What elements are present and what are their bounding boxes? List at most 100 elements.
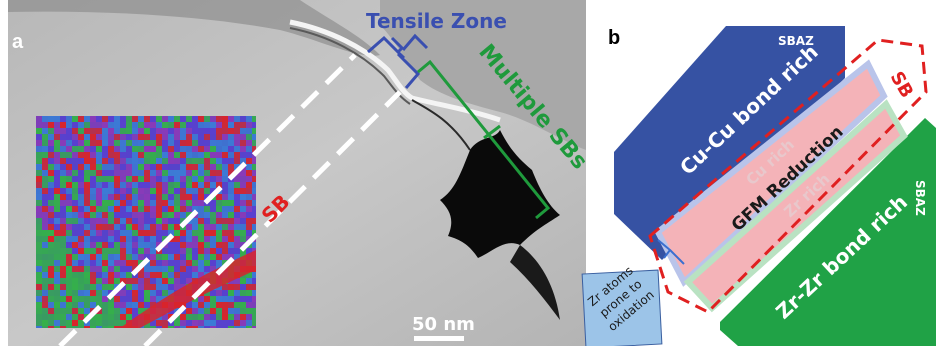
atom-map-pixel (228, 212, 234, 218)
atom-map-pixel (198, 194, 204, 200)
atom-map-pixel (90, 248, 96, 254)
atom-map-pixel (138, 218, 144, 224)
atom-map-pixel (138, 254, 144, 260)
atom-map-pixel (66, 314, 72, 320)
atom-map-pixel (168, 218, 174, 224)
atom-map-pixel (48, 146, 54, 152)
atom-map-pixel (204, 206, 210, 212)
atom-map-pixel (54, 284, 60, 290)
atom-map-pixel (210, 212, 216, 218)
atom-map-pixel (174, 266, 180, 272)
atom-map-pixel (90, 278, 96, 284)
atom-map-pixel (252, 224, 256, 230)
atom-map-pixel (186, 164, 192, 170)
atom-map-pixel (48, 218, 54, 224)
atom-map-pixel (42, 308, 48, 314)
atom-map-pixel (96, 326, 102, 328)
atom-map-pixel (108, 170, 114, 176)
atom-map-pixel (108, 212, 114, 218)
atom-map-pixel (60, 290, 66, 296)
atom-map-pixel (216, 134, 222, 140)
atom-map-pixel (78, 212, 84, 218)
specimen-edge (289, 19, 501, 123)
atom-map-pixel (108, 266, 114, 272)
atom-map-pixel (132, 278, 138, 284)
atom-map-pixel (228, 206, 234, 212)
atom-map-pixel (162, 326, 168, 328)
atom-map-pixel (78, 314, 84, 320)
atom-map-pixel (162, 170, 168, 176)
atom-map-pixel (96, 206, 102, 212)
atom-map-pixel (198, 200, 204, 206)
atom-map-pixel (78, 302, 84, 308)
atom-map-pixel (222, 254, 228, 260)
zr-zone (720, 118, 936, 346)
atom-map-pixel (138, 188, 144, 194)
atom-map-pixel (168, 140, 174, 146)
atom-map-pixel (186, 266, 192, 272)
atom-map-pixel (192, 314, 198, 320)
atom-map-pixel (72, 140, 78, 146)
atom-map-pixel (72, 212, 78, 218)
atom-map-pixel (102, 176, 108, 182)
atom-map-pixel (252, 194, 256, 200)
atom-map-pixel (48, 128, 54, 134)
atom-map-pixel (78, 296, 84, 302)
atom-map-pixel (132, 194, 138, 200)
atom-map-pixel (186, 248, 192, 254)
atom-map-pixel (252, 176, 256, 182)
atom-map-pixel (252, 134, 256, 140)
atom-map-pixel (216, 302, 222, 308)
atom-map-pixel (36, 206, 42, 212)
atom-map-pixel (120, 158, 126, 164)
atom-map-pixel (192, 164, 198, 170)
atom-map-pixel (228, 218, 234, 224)
atom-map-pixel (210, 320, 216, 326)
atom-map-pixel (228, 158, 234, 164)
atom-map-pixel (90, 188, 96, 194)
atom-map-pixel (240, 284, 246, 290)
atom-map-pixel (222, 164, 228, 170)
atom-map-pixel (48, 314, 54, 320)
atom-map-pixel (192, 134, 198, 140)
tem-top-right (380, 0, 586, 150)
atom-map-pixel (96, 290, 102, 296)
atom-map-pixel (60, 152, 66, 158)
atom-map-pixel (168, 326, 174, 328)
atom-map-pixel (126, 116, 132, 122)
atom-map-pixel (72, 242, 78, 248)
atom-map-pixel (60, 134, 66, 140)
atom-map-pixel (174, 206, 180, 212)
atom-map-pixel (198, 230, 204, 236)
atom-map-pixel (54, 182, 60, 188)
atom-map-pixel (156, 260, 162, 266)
atom-map-pixel (102, 128, 108, 134)
atom-map-pixel (180, 128, 186, 134)
atom-map-pixel (210, 326, 216, 328)
atom-map-pixel (114, 230, 120, 236)
atom-map-pixel (246, 314, 252, 320)
atom-map-pixel (198, 254, 204, 260)
atom-map-pixel (240, 116, 246, 122)
atom-map-pixel (96, 218, 102, 224)
atom-map-pixel (120, 122, 126, 128)
atom-map-pixel (162, 122, 168, 128)
atom-map-pixel (132, 140, 138, 146)
atom-map-pixel (66, 284, 72, 290)
atom-map-pixel (48, 170, 54, 176)
atom-map-pixel (150, 290, 156, 296)
atom-map-pixel (60, 188, 66, 194)
atom-map-pixel (84, 260, 90, 266)
atom-map-pixel (234, 236, 240, 242)
atom-map-pixel (48, 224, 54, 230)
atom-map-pixel (234, 248, 240, 254)
atom-map-pixel (192, 176, 198, 182)
atom-map-pixel (246, 230, 252, 236)
atom-map-pixel (144, 206, 150, 212)
atom-map-pixel (84, 116, 90, 122)
atom-map-pixel (234, 122, 240, 128)
atom-map-pixel (90, 224, 96, 230)
atom-map-pixel (222, 242, 228, 248)
atom-map-pixel (126, 308, 132, 314)
atom-map-pixel (90, 194, 96, 200)
